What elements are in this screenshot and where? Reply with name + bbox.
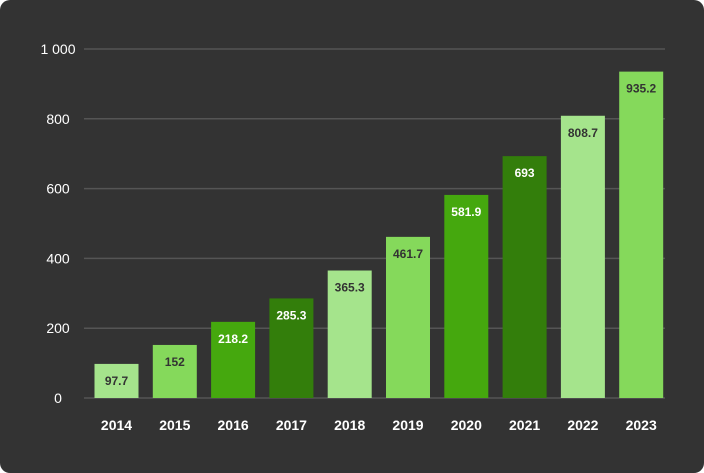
x-tick-label: 2023 — [626, 417, 657, 433]
x-tick-label: 2014 — [101, 417, 132, 433]
x-tick-label: 2016 — [218, 417, 249, 433]
y-tick-label: 1 000 — [40, 41, 75, 57]
data-label: 581.9 — [451, 205, 481, 219]
bar — [211, 321, 256, 398]
y-tick-label: 400 — [46, 250, 70, 266]
bar — [269, 298, 314, 398]
x-tick-label: 2017 — [276, 417, 307, 433]
y-tick-label: 800 — [46, 111, 70, 127]
data-label: 808.7 — [568, 126, 598, 140]
bar — [560, 115, 605, 398]
data-label: 218.2 — [218, 332, 248, 346]
x-axis-ticks: 2014 2015 2016 2017 2018 2019 2020 2021 2022 2023 — [101, 417, 657, 433]
bar — [619, 71, 664, 398]
x-tick-label: 2020 — [451, 417, 482, 433]
bars: 97.7 152 218.2 285.3 365.3 461.7 581.9 693 808.7… — [94, 71, 664, 398]
bar — [386, 236, 430, 398]
data-label: 693 — [515, 166, 535, 180]
bar — [444, 194, 489, 398]
x-tick-label: 2019 — [392, 417, 423, 433]
data-label: 152 — [165, 355, 185, 369]
x-tick-label: 2018 — [334, 417, 365, 433]
bar — [327, 270, 372, 398]
y-tick-label: 0 — [54, 390, 62, 406]
data-label: 461.7 — [393, 247, 423, 261]
y-axis-ticks: 0 200 400 600 800 1 000 — [40, 41, 75, 406]
data-label: 935.2 — [626, 82, 656, 96]
bar — [94, 363, 139, 398]
x-tick-label: 2022 — [567, 417, 598, 433]
bar — [152, 344, 197, 398]
x-tick-label: 2015 — [159, 417, 190, 433]
x-tick-label: 2021 — [509, 417, 540, 433]
data-label: 97.7 — [105, 374, 129, 388]
bar — [502, 156, 547, 398]
data-label: 365.3 — [335, 281, 365, 295]
y-tick-label: 600 — [46, 181, 70, 197]
data-label: 285.3 — [276, 308, 306, 322]
y-tick-label: 200 — [46, 320, 70, 336]
